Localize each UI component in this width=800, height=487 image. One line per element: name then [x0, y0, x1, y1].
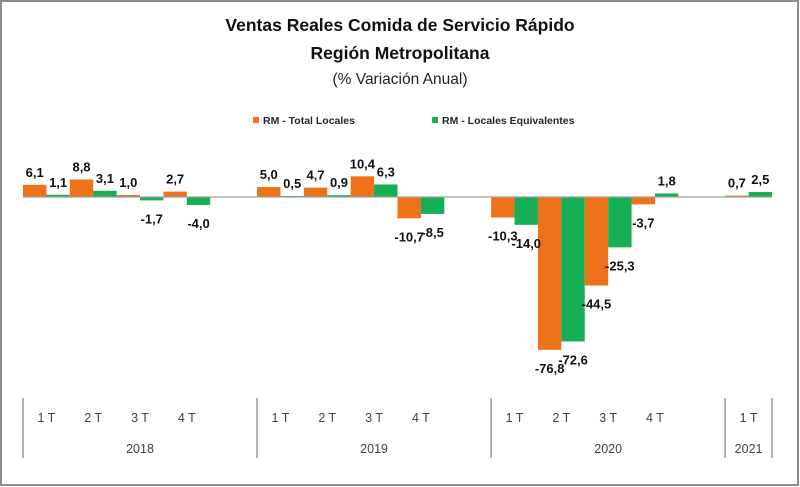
data-label-total-locales: 6,1 [26, 165, 44, 180]
data-label-locales-equivalentes: -14,0 [511, 236, 541, 251]
bar-total-locales [303, 187, 328, 197]
bar-locales-equivalentes [374, 184, 398, 197]
data-label-locales-equivalentes: 0,5 [283, 176, 301, 191]
quarter-tick-label: 3 T [131, 411, 149, 425]
data-label-total-locales: -3,7 [632, 215, 654, 230]
quarter-tick-label: 4 T [178, 411, 196, 425]
bar-total-locales [69, 179, 94, 197]
legend-item-locales-equivalentes: RM - Locales Equivalentes [432, 115, 575, 127]
bar-total-locales [725, 195, 749, 197]
data-label-total-locales: 8,8 [72, 159, 90, 174]
legend: RM - Total Locales RM - Locales Equivale… [253, 115, 575, 127]
data-label-locales-equivalentes: 3,1 [96, 171, 114, 186]
year-group-label: 2021 [735, 442, 763, 456]
data-label-locales-equivalentes: 1,1 [49, 175, 67, 190]
quarter-tick-label: 3 T [365, 411, 383, 425]
data-label-total-locales: -44,5 [582, 297, 612, 312]
bar-locales-equivalentes [93, 190, 117, 197]
data-label-locales-equivalentes: -8,5 [421, 225, 443, 240]
bar-locales-equivalentes [608, 197, 632, 248]
bar-total-locales [257, 187, 281, 197]
quarter-tick-label: 1 T [37, 411, 55, 425]
year-group-label: 2019 [360, 442, 388, 456]
data-label-locales-equivalentes: 6,3 [377, 164, 395, 179]
data-label-locales-equivalentes: 2,5 [751, 172, 769, 187]
bar-total-locales [116, 195, 141, 197]
bars [23, 176, 772, 350]
bar-total-locales [397, 197, 421, 219]
data-label-total-locales: 10,4 [350, 156, 376, 171]
quarter-tick-label: 2 T [84, 411, 102, 425]
bar-total-locales [537, 197, 562, 350]
quarter-tick-label: 4 T [646, 411, 664, 425]
bar-locales-equivalentes [420, 197, 445, 214]
data-label-total-locales: 2,7 [166, 172, 184, 187]
chart-title: Ventas Reales Comida de Servicio Rápido [225, 15, 574, 35]
year-group-label: 2018 [126, 442, 154, 456]
bar-locales-equivalentes [327, 195, 351, 197]
bar-total-locales [23, 184, 47, 197]
bar-locales-equivalentes [140, 197, 164, 201]
year-group-label: 2020 [594, 442, 622, 456]
data-label-locales-equivalentes: -25,3 [605, 258, 635, 273]
chart-units-note: (% Variación Anual) [333, 71, 468, 88]
data-label-locales-equivalentes: 1,8 [658, 173, 676, 188]
quarter-tick-label: 4 T [412, 411, 430, 425]
legend-item-total-locales: RM - Total Locales [253, 115, 355, 127]
bar-locales-equivalentes [514, 197, 538, 225]
bar-total-locales [350, 176, 375, 197]
quarter-tick-label: 2 T [318, 411, 336, 425]
bar-locales-equivalentes [654, 193, 679, 197]
quarter-tick-label: 3 T [599, 411, 617, 425]
data-label-total-locales: -76,8 [535, 361, 565, 376]
bar-locales-equivalentes [46, 194, 70, 197]
bar-locales-equivalentes [561, 197, 585, 342]
data-label-total-locales: 1,0 [119, 175, 137, 190]
quarter-tick-label: 1 T [272, 411, 290, 425]
bar-total-locales [631, 197, 655, 205]
bar-locales-equivalentes [748, 192, 772, 197]
bar-total-locales [584, 197, 609, 286]
data-label-total-locales: 5,0 [260, 167, 278, 182]
legend-label-locales-equivalentes: RM - Locales Equivalentes [442, 115, 575, 127]
legend-label-total-locales: RM - Total Locales [263, 115, 355, 127]
data-labels: 6,1 1,1 8,8 3,1 1,0 -1,7 2,7 -4,0 5,0 0,5 4,7 0,910… [26, 156, 770, 376]
bar-total-locales [491, 197, 515, 218]
data-label-total-locales: -10,3 [488, 229, 518, 244]
data-label-total-locales: 4,7 [307, 168, 325, 183]
bar-total-locales [163, 191, 187, 197]
data-label-total-locales: 0,7 [728, 176, 746, 191]
data-label-locales-equivalentes: -4,0 [187, 216, 209, 231]
chart-subtitle: Región Metropolitana [311, 43, 490, 63]
legend-marker-locales-equivalentes [432, 117, 438, 123]
quarter-tick-label: 1 T [506, 411, 524, 425]
bar-locales-equivalentes [186, 197, 211, 205]
quarter-tick-label: 2 T [552, 411, 570, 425]
legend-marker-total-locales [253, 117, 259, 123]
x-axis: 1 T 2 T 3 T 4 T 2018 1 T 2 T 3 T 4 T 2019 1 T 2 T 3 … [22, 196, 773, 458]
quarter-tick-label: 1 T [740, 411, 758, 425]
data-label-locales-equivalentes: 0,9 [330, 175, 348, 190]
data-label-locales-equivalentes: -72,6 [558, 352, 588, 367]
data-label-total-locales: -10,7 [394, 229, 424, 244]
data-label-locales-equivalentes: -1,7 [141, 211, 163, 226]
